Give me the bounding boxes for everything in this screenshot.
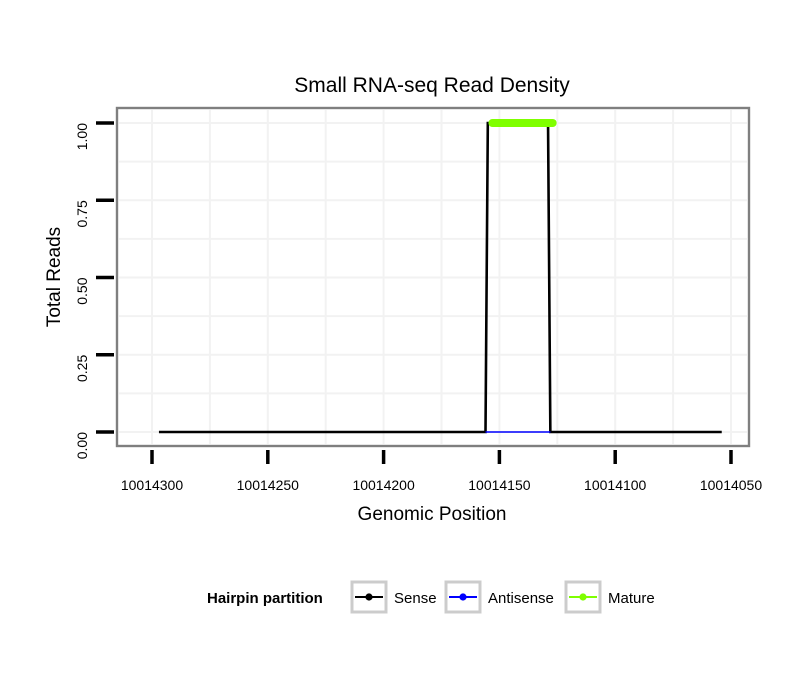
legend-key-point	[459, 593, 467, 601]
x-axis: 10014300 10014250 10014200 10014150 10014100…	[121, 450, 763, 493]
y-tick-label: 0.50	[74, 277, 90, 304]
y-axis-label: Total Reads	[44, 227, 65, 327]
y-tick-label: 1.00	[74, 123, 90, 150]
legend-item-mature: Mature	[564, 580, 655, 614]
legend: Hairpin partition Sense Antisense Mature	[207, 580, 655, 614]
x-tick-label: 10014150	[468, 477, 531, 493]
legend-key-point	[365, 593, 373, 601]
legend-label: Mature	[608, 590, 655, 607]
legend-title: Hairpin partition	[207, 590, 323, 607]
legend-label: Sense	[394, 590, 437, 607]
x-tick-label: 10014250	[237, 477, 300, 493]
data-series	[158, 119, 722, 434]
y-tick-label: 0.75	[74, 200, 90, 227]
x-tick-label: 10014100	[584, 477, 647, 493]
x-tick-label: 10014050	[700, 477, 763, 493]
y-tick-label: 0.00	[74, 432, 90, 459]
x-tick-label: 10014300	[121, 477, 184, 493]
legend-label: Antisense	[488, 590, 554, 607]
chart-title: Small RNA-seq Read Density	[294, 74, 570, 97]
legend-item-antisense: Antisense	[444, 580, 554, 614]
legend-entries: Sense Antisense Mature	[350, 580, 655, 614]
grid-lines	[119, 110, 747, 444]
y-tick-label: 0.25	[74, 355, 90, 382]
x-tick-label: 10014200	[352, 477, 415, 493]
legend-key-point	[579, 593, 587, 601]
x-axis-label: Genomic Position	[358, 504, 507, 525]
legend-item-sense: Sense	[350, 580, 437, 614]
y-axis: 0.00 0.25 0.50 0.75 1.00	[74, 121, 114, 459]
